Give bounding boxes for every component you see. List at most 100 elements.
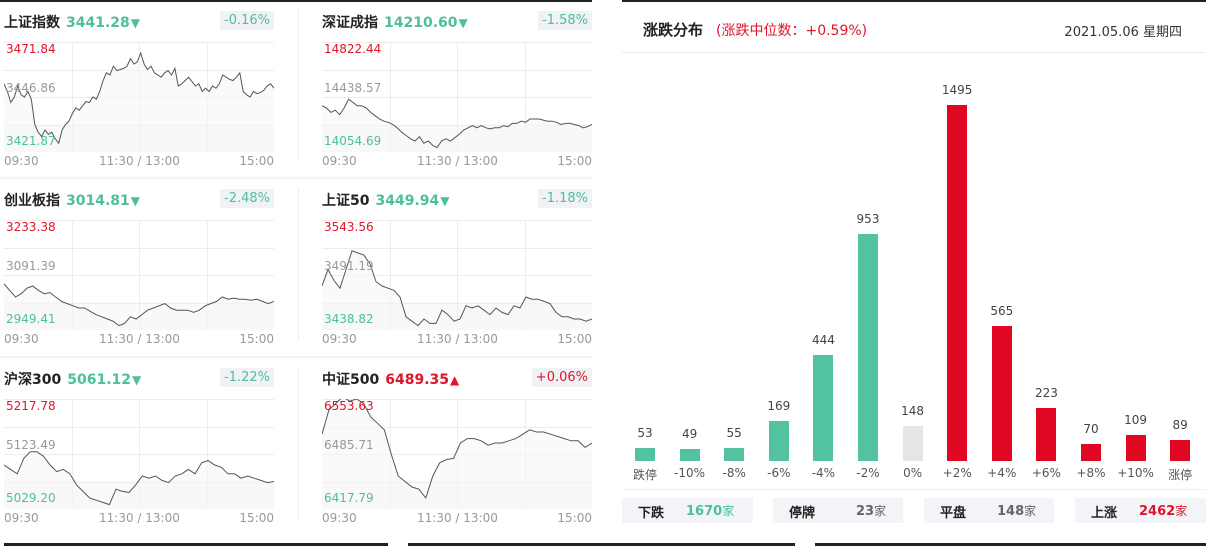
column-divider (298, 366, 299, 518)
stat-flat: 平盘 148家 (924, 498, 1054, 523)
index-card-csi-500[interactable]: 中证500 6489.35▲ +0.06% 6553.63 6485.71 6417.79… (320, 357, 592, 527)
bar-category-label: +4% (987, 466, 1017, 480)
stat-suspended: 停牌 23家 (773, 498, 903, 523)
intraday-chart[interactable]: 5217.78 5123.49 5029.20 (4, 399, 274, 509)
median-change: (涨跌中位数：+0.59%) (716, 23, 868, 39)
index-header: 上证50 3449.94▼ -1.18% (320, 188, 592, 210)
bottom-border-1 (4, 543, 388, 546)
change-percent-badge: -1.58% (538, 11, 592, 30)
bar-category-label: -4% (811, 466, 836, 480)
index-price: 6489.35▲ (385, 372, 460, 388)
index-name[interactable]: 沪深300 5061.12▼ (4, 372, 142, 388)
bar-category-label: 0% (903, 466, 923, 480)
x-axis-label: 11:30 / 13:00 (99, 154, 180, 168)
stat-label: 上涨 (1091, 506, 1118, 521)
bar-value-label: 565 (990, 304, 1014, 318)
down-arrow-icon: ▼ (458, 16, 468, 30)
y-axis-mid: 6485.71 (324, 438, 374, 452)
price-line-svg (4, 399, 274, 509)
distribution-bar[interactable] (1125, 435, 1146, 461)
bar-value-label: 70 (1083, 422, 1099, 436)
bar-value-label: 1495 (941, 83, 973, 97)
x-axis-label: 09:30 (4, 154, 39, 168)
change-percent-badge: -0.16% (220, 11, 274, 30)
index-name[interactable]: 创业板指 3014.81▼ (4, 193, 140, 209)
stat-up: 上涨 2462家 (1075, 498, 1206, 523)
y-axis-low: 5029.20 (6, 491, 56, 505)
distribution-title: 涨跌分布 (643, 21, 704, 39)
column-divider (298, 188, 299, 340)
down-arrow-icon: ▼ (130, 16, 140, 30)
y-axis-high: 3543.56 (324, 220, 374, 234)
x-axis-label: 15:00 (557, 332, 592, 346)
intraday-chart[interactable]: 14822.44 14438.57 14054.69 (322, 42, 592, 152)
bar-category-label: -2% (856, 466, 880, 480)
distribution-bar[interactable] (768, 421, 789, 461)
index-name[interactable]: 中证500 6489.35▲ (322, 372, 460, 388)
y-axis-high: 6553.63 (324, 399, 374, 413)
intraday-chart[interactable]: 3543.56 3491.19 3438.82 (322, 220, 592, 330)
bar-category-label: +2% (942, 466, 972, 480)
y-axis-mid: 14438.57 (324, 81, 382, 95)
stat-value: 2462家 (1139, 504, 1188, 519)
intraday-chart[interactable]: 3471.84 3446.86 3421.87 (4, 42, 274, 152)
top-border-right (622, 0, 1206, 2)
bar-value-label: 55 (726, 426, 742, 440)
bar-category-label: -8% (722, 466, 746, 480)
distribution-bar[interactable] (1170, 440, 1191, 461)
bar-category-label: 涨停 (1168, 468, 1193, 482)
y-axis-low: 6417.79 (324, 491, 374, 505)
bar-category-label: +10% (1117, 466, 1154, 480)
y-axis-mid: 3491.19 (324, 259, 374, 273)
index-price: 5061.12▼ (67, 372, 142, 388)
distribution-bar[interactable] (1036, 408, 1057, 461)
index-name[interactable]: 上证50 3449.94▼ (322, 193, 450, 209)
price-line-svg (4, 220, 274, 330)
distribution-bar[interactable] (947, 105, 968, 461)
index-name[interactable]: 深证成指 14210.60▼ (322, 15, 468, 31)
change-percent-badge: -1.22% (220, 368, 274, 387)
y-axis-high: 3233.38 (6, 220, 56, 234)
distribution-bar[interactable] (991, 326, 1012, 461)
x-axis-label: 09:30 (322, 511, 357, 525)
distribution-bar[interactable] (635, 448, 655, 461)
intraday-chart[interactable]: 3233.38 3091.39 2949.41 (4, 220, 274, 330)
down-arrow-icon: ▼ (440, 194, 450, 208)
bar-value-label: 953 (856, 212, 880, 226)
x-axis-label: 11:30 / 13:00 (417, 332, 498, 346)
index-card-chinext[interactable]: 创业板指 3014.81▼ -2.48% 3233.38 3091.39 2949.41 0… (2, 178, 274, 348)
index-card-csi-300[interactable]: 沪深300 5061.12▼ -1.22% 5217.78 5123.49 5029.20… (2, 357, 274, 527)
index-price: 3441.28▼ (66, 15, 140, 31)
bar-value-label: 89 (1172, 418, 1188, 432)
price-line-svg (322, 399, 592, 509)
stat-down: 下跌 1670家 (622, 498, 753, 523)
distribution-bar[interactable] (813, 355, 834, 461)
index-card-sse-50[interactable]: 上证50 3449.94▼ -1.18% 3543.56 3491.19 3438.82 0… (320, 178, 592, 348)
intraday-chart[interactable]: 6553.63 6485.71 6417.79 (322, 399, 592, 509)
x-axis-label: 15:00 (239, 332, 274, 346)
x-axis-label: 09:30 (4, 332, 39, 346)
x-axis-label: 11:30 / 13:00 (99, 511, 180, 525)
index-card-sse-composite[interactable]: 上证指数 3441.28▼ -0.16% 3471.84 3446.86 3421.87 0… (2, 0, 274, 170)
bar-value-label: 444 (811, 333, 835, 347)
bar-value-label: 109 (1124, 413, 1148, 427)
down-arrow-icon: ▼ (130, 194, 140, 208)
bar-value-label: 169 (767, 399, 791, 413)
x-axis-label: 09:30 (322, 332, 357, 346)
distribution-bar[interactable] (679, 449, 700, 461)
index-card-szse-component[interactable]: 深证成指 14210.60▼ -1.58% 14822.44 14438.57 14054… (320, 0, 592, 170)
down-arrow-icon: ▼ (132, 373, 142, 387)
distribution-bar[interactable] (724, 448, 745, 461)
bottom-border-3 (815, 543, 1206, 546)
distribution-bar[interactable] (1081, 444, 1101, 461)
change-percent-badge: +0.06% (531, 368, 592, 387)
distribution-bar[interactable] (902, 426, 923, 461)
distribution-bar[interactable] (858, 234, 878, 461)
x-axis-label: 09:30 (4, 511, 39, 525)
index-price: 14210.60▼ (384, 15, 468, 31)
change-percent-badge: -2.48% (220, 189, 274, 208)
price-line-svg (322, 220, 592, 330)
index-name[interactable]: 上证指数 3441.28▼ (4, 15, 140, 31)
top-border-left (0, 0, 592, 2)
x-axis-label: 11:30 / 13:00 (99, 332, 180, 346)
